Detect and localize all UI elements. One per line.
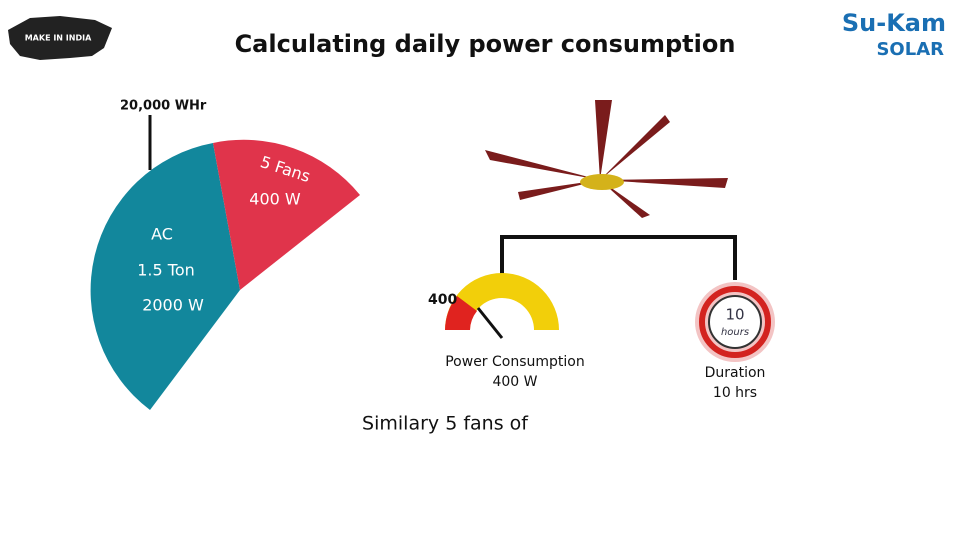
caption: Similary 5 fans of: [362, 413, 529, 435]
gauge-label: Power Consumption: [445, 354, 585, 370]
clock-number: 10: [725, 306, 744, 324]
fan-wedge: [213, 139, 360, 290]
clock-unit: hours: [721, 327, 749, 338]
gauge-needle: [476, 307, 504, 339]
ac-label: 1.5 Ton: [137, 261, 195, 280]
fan-blade: [600, 178, 728, 188]
fan-blade: [595, 100, 612, 180]
connector: [500, 235, 737, 280]
clock-arrow-ring: [699, 286, 771, 358]
ac-label: 2000 W: [142, 296, 204, 315]
fan-blade: [600, 180, 650, 218]
logo-text: MAKE IN INDIA: [25, 34, 92, 43]
fan-blade: [485, 150, 600, 180]
fan-blade: [518, 180, 600, 200]
gauge-reading: 400: [428, 292, 457, 308]
brand-sub: SOLAR: [876, 39, 944, 60]
sukam-logo: Su-Kam SOLAR: [842, 9, 946, 60]
clock-face: [708, 295, 762, 349]
marker-label: 20,000 WHr: [120, 99, 207, 114]
gauge-arc: [445, 273, 559, 330]
make-in-india-logo: MAKE IN INDIA: [8, 16, 112, 60]
title: Calculating daily power consumption: [235, 30, 736, 58]
duration-label: Duration: [705, 365, 766, 381]
lion-shape: [8, 16, 112, 60]
ac-label: AC: [151, 225, 173, 244]
ceiling-fan: [485, 100, 728, 218]
fan-label: 400 W: [249, 190, 301, 209]
duration-value: 10 hrs: [713, 385, 757, 401]
brand-text: Su-Kam: [842, 9, 946, 37]
gauge-value: 400 W: [492, 374, 537, 390]
ac-wedge: [90, 143, 240, 410]
fan-hub: [580, 174, 624, 190]
fan-blade: [600, 115, 670, 180]
gauge-red: [445, 296, 477, 330]
